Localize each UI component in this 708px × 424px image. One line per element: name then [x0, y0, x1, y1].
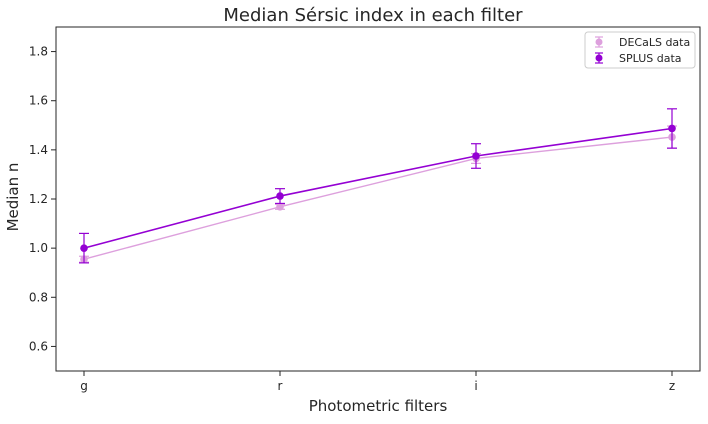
y-axis-label: Median n — [4, 163, 22, 232]
legend-label: SPLUS data — [619, 52, 682, 65]
data-point — [668, 124, 676, 133]
plot-frame — [55, 26, 701, 372]
legend: DECaLS data SPLUS data — [584, 31, 696, 69]
x-tick-label: r — [278, 379, 283, 393]
x-tick-label: i — [474, 379, 477, 393]
legend-marker — [595, 54, 603, 62]
x-tick-label: g — [80, 379, 88, 393]
series-line — [83, 136, 673, 260]
data-point — [276, 203, 284, 211]
series-line — [83, 127, 673, 249]
axes: 0.6 0.8 1.0 1.2 1.4 1.6 1.8 g r i z — [29, 45, 675, 393]
y-tick-label: 0.6 — [29, 339, 48, 353]
series-0 — [79, 125, 677, 263]
series-1 — [79, 108, 677, 264]
y-tick-label: 1.8 — [29, 45, 48, 59]
y-tick-label: 1.4 — [29, 143, 48, 157]
y-tick-label: 1.2 — [29, 192, 48, 206]
legend-marker — [595, 38, 603, 46]
x-tick-label: z — [669, 379, 675, 393]
data-point — [276, 192, 284, 200]
plot-marks — [79, 108, 677, 264]
y-tick-label: 1.0 — [29, 241, 48, 255]
x-axis-label: Photometric filters — [309, 397, 448, 415]
chart-title: Median Sérsic index in each filter — [223, 5, 523, 26]
data-point — [472, 152, 480, 160]
legend-box — [584, 31, 696, 69]
y-tick-label: 0.8 — [29, 290, 48, 304]
y-tick-label: 1.6 — [29, 94, 48, 108]
legend-label: DECaLS data — [619, 36, 690, 49]
data-point — [80, 244, 88, 252]
